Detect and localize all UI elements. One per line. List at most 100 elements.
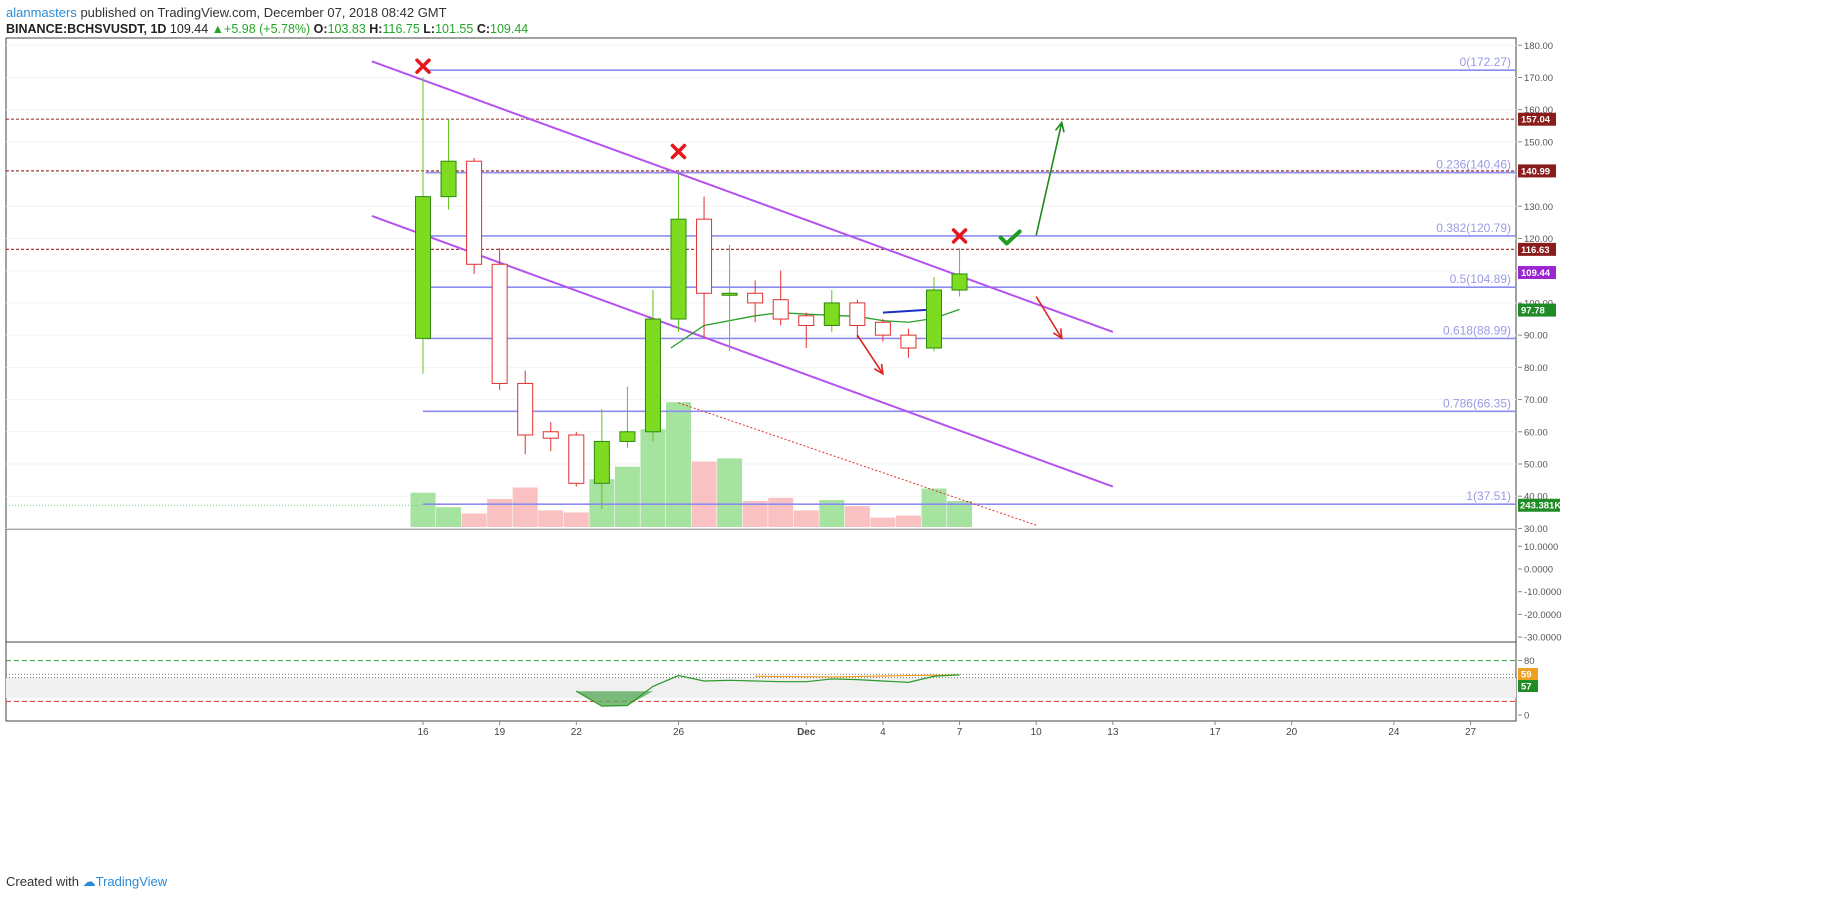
candle-body (568, 434, 585, 484)
price-tick-label: 170.00 (1524, 73, 1553, 84)
time-tick-label: 27 (1465, 727, 1477, 738)
arrow-down-icon (1035, 296, 1063, 339)
cross-icon (670, 143, 687, 160)
tradingview-brand[interactable]: TradingView (95, 874, 168, 889)
channel-line (371, 60, 1114, 333)
created-with-text: Created with (6, 874, 79, 889)
candle-body (491, 263, 508, 384)
trend-lines[interactable] (371, 60, 1114, 526)
rsi-tick-label: 0 (1524, 711, 1529, 722)
volume-bar (717, 458, 743, 527)
rsi-badge (1518, 668, 1538, 680)
low-label: L: (423, 22, 436, 36)
fib-retracement[interactable]: 0(172.27) 0.236(140.46) 0.382(120.79) 0.5(1… (423, 55, 1516, 506)
candle-body (696, 218, 713, 294)
price-badge (1518, 303, 1556, 317)
arrow-head-icon (1052, 328, 1063, 340)
volume-trend-line (678, 402, 1037, 526)
fib-level-label: 0(172.27) (1460, 55, 1511, 69)
rsi-tick-label: 80 (1524, 656, 1535, 667)
rsi-badge-label: 57 (1521, 682, 1532, 693)
price-badge (1518, 266, 1556, 280)
candle-body (440, 160, 457, 198)
price-change: +5.98 (+5.78%) (224, 22, 311, 36)
osc-tick-label: -20.0000 (1524, 610, 1562, 621)
candle-body (721, 292, 738, 296)
volume-bar (614, 466, 640, 527)
candle-body (849, 302, 866, 326)
price-badge-label: 97.78 (1521, 306, 1545, 317)
time-tick-label: 16 (417, 727, 429, 738)
footer: Created with ☁TradingView (6, 874, 167, 890)
candle-body (951, 273, 968, 291)
rsi-signal-line (755, 674, 960, 678)
rsi-badge (1518, 680, 1538, 692)
time-tick-label: 26 (673, 727, 685, 738)
volume-bar (921, 488, 947, 527)
rsi-oversold-area (576, 691, 653, 707)
symbol-name: BINANCE:BCHSVUSDT, 1D (6, 22, 167, 36)
time-axis[interactable]: 16 19 22 26 Dec 4 7 10 13 17 20 24 27 (6, 720, 1516, 738)
blue-trend-segment (882, 308, 935, 314)
fib-level-label: 1(37.51) (1466, 489, 1511, 503)
volume-bars (6, 402, 973, 527)
rsi-band (6, 677, 1516, 698)
price-tick-label: 160.00 (1524, 105, 1553, 116)
volume-bar (844, 506, 870, 527)
candle-body (747, 292, 764, 304)
candle-body (542, 431, 559, 439)
price-badge (1518, 112, 1556, 126)
time-tick-label: 7 (957, 727, 963, 738)
tradingview-logo-icon[interactable]: ☁ (82, 874, 96, 889)
time-tick-label: 10 (1031, 727, 1043, 738)
volume-bar (461, 513, 487, 527)
fib-level-label: 0.382(120.79) (1436, 221, 1511, 235)
candle-body (798, 315, 815, 326)
volume-bar (870, 517, 896, 527)
price-tick-label: 30.00 (1524, 524, 1548, 535)
publish-info: alanmasters published on TradingView.com… (6, 5, 447, 20)
price-axis[interactable]: 30.0040.0050.0060.0070.0080.0090.00100.0… (1518, 41, 1561, 535)
price-badge-label: 157.04 (1521, 115, 1551, 126)
resistance-lines[interactable] (6, 118, 1516, 250)
volume-bar (768, 497, 794, 527)
author-link[interactable]: alanmasters (6, 5, 77, 20)
candle-body (823, 302, 840, 326)
close-label: C: (476, 22, 491, 36)
time-tick-label: 19 (494, 727, 506, 738)
volume-bar (563, 512, 589, 527)
annotations[interactable] (415, 58, 1065, 376)
price-tick-label: 150.00 (1524, 137, 1553, 148)
time-tick-label: 13 (1107, 727, 1119, 738)
candle-body (415, 196, 431, 339)
volume-bar (487, 498, 513, 527)
time-tick-label: 17 (1209, 727, 1221, 738)
candle-body (644, 318, 661, 433)
time-tick-label: 4 (880, 727, 886, 738)
symbol-info: BINANCE:BCHSVUSDT, 1D 109.44 ▲+5.98 (+5.… (6, 22, 528, 36)
volume-bar (436, 507, 462, 527)
candles (415, 77, 968, 510)
price-badge-label: 109.44 (1521, 268, 1551, 279)
grid (6, 44, 1516, 529)
check-icon (998, 229, 1022, 246)
fib-level-label: 0.618(88.99) (1443, 323, 1511, 337)
cross-icon (415, 58, 431, 74)
open-label: O: (313, 22, 328, 36)
up-triangle-icon: ▲ (211, 22, 225, 36)
price-tick-label: 70.00 (1524, 395, 1548, 406)
candle-body (593, 440, 610, 484)
open-value: 103.83 (327, 22, 366, 36)
volume-bar (793, 510, 819, 527)
price-tick-label: 130.00 (1524, 202, 1553, 213)
low-value: 101.55 (435, 22, 474, 36)
pane-border (5, 37, 1517, 722)
arrow-up-icon (1035, 122, 1063, 236)
price-chart[interactable]: 0(172.27) 0.236(140.46) 0.382(120.79) 0.5(1… (0, 0, 1828, 870)
rsi-badge-label: 59 (1521, 670, 1532, 681)
price-tick-label: 40.00 (1524, 492, 1548, 503)
candle-body (670, 218, 687, 320)
oscillator-pane: 10.0000 0.0000 -10.0000 -20.0000 -30.0000 (1518, 542, 1562, 644)
candle-body (772, 299, 789, 320)
price-badge (1518, 242, 1556, 256)
